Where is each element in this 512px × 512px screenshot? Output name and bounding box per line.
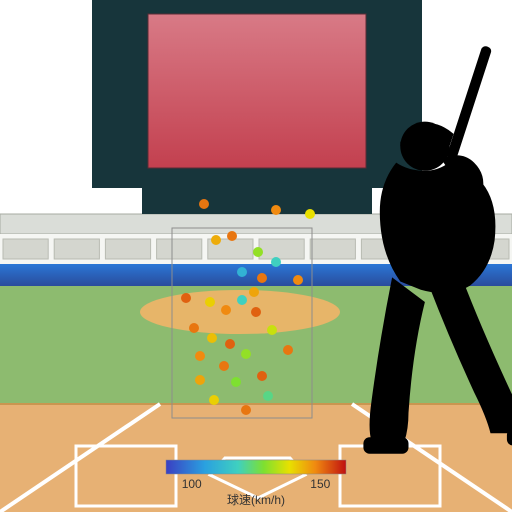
pitch-point — [293, 275, 303, 285]
pitch-point — [199, 199, 209, 209]
seat-block — [157, 239, 202, 259]
pitch-point — [219, 361, 229, 371]
pitch-point — [271, 205, 281, 215]
pitch-point — [263, 391, 273, 401]
pitch-point — [221, 305, 231, 315]
pitch-point — [257, 273, 267, 283]
seat-block — [310, 239, 355, 259]
pitch-point — [241, 349, 251, 359]
scoreboard-screen — [148, 14, 366, 168]
pitch-point — [241, 405, 251, 415]
pitch-point — [231, 377, 241, 387]
pitch-point — [249, 287, 259, 297]
pitch-point — [189, 323, 199, 333]
pitch-point — [207, 333, 217, 343]
pitch-point — [305, 209, 315, 219]
legend-tick: 150 — [310, 477, 330, 491]
pitch-point — [237, 267, 247, 277]
pitch-point — [205, 297, 215, 307]
pitch-point — [251, 307, 261, 317]
chart-svg: 100 150 球速(km/h) — [0, 0, 512, 512]
pitch-point — [209, 395, 219, 405]
seat-block — [105, 239, 150, 259]
legend-tick: 100 — [182, 477, 202, 491]
pitch-point — [225, 339, 235, 349]
pitch-point — [211, 235, 221, 245]
legend-bar — [166, 460, 346, 474]
seat-block — [259, 239, 304, 259]
batter-foot-back — [363, 437, 408, 453]
pitch-point — [227, 231, 237, 241]
scoreboard-base — [142, 188, 372, 214]
pitch-point — [267, 325, 277, 335]
legend-caption: 球速(km/h) — [227, 493, 285, 507]
pitch-location-chart: 100 150 球速(km/h) — [0, 0, 512, 512]
seat-block — [3, 239, 48, 259]
pitch-point — [195, 375, 205, 385]
pitch-point — [257, 371, 267, 381]
pitch-point — [271, 257, 281, 267]
pitch-point — [181, 293, 191, 303]
seat-block — [54, 239, 99, 259]
pitch-point — [237, 295, 247, 305]
pitch-point — [195, 351, 205, 361]
pitch-point — [283, 345, 293, 355]
pitch-point — [253, 247, 263, 257]
